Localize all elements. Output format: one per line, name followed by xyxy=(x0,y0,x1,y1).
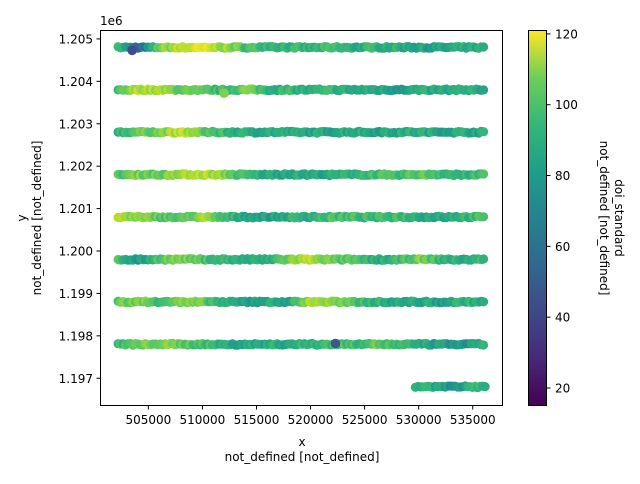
scatter-point-outlier xyxy=(330,338,341,349)
colorbar-sublabel: not_defined [not_defined] xyxy=(597,141,611,296)
scatter-point-outlier xyxy=(127,45,137,56)
colorbar-axis: 20 40 60 80 100 120 xyxy=(546,27,578,396)
scatter-line-1 xyxy=(113,84,489,96)
scatter-point xyxy=(479,85,489,95)
colorbar-tick-label: 20 xyxy=(555,382,570,396)
x-axis-sublabel: not_defined [not_defined] xyxy=(225,450,380,464)
scatter-line-2 xyxy=(113,126,489,138)
x-tick-label: 515000 xyxy=(234,413,280,427)
colorbar xyxy=(528,30,547,406)
y-tick-label: 1.203 xyxy=(59,117,93,131)
y-tick-label: 1.205 xyxy=(59,32,93,46)
y-tick-label: 1.200 xyxy=(59,245,93,259)
y-tick-label: 1.202 xyxy=(59,160,93,174)
x-axis-label: x xyxy=(298,435,305,449)
y-axis-label: y xyxy=(15,214,29,221)
x-tick-label: 525000 xyxy=(342,413,388,427)
scatter-point xyxy=(479,127,489,137)
scatter-point-outlier xyxy=(219,88,229,99)
colorbar-tick-label: 80 xyxy=(555,169,570,183)
x-tick-label: 535000 xyxy=(450,413,496,427)
colorbar-tick-label: 60 xyxy=(555,240,570,254)
scatter-line-7 xyxy=(113,338,489,350)
scatter-point xyxy=(479,254,489,264)
y-tick-label: 1.197 xyxy=(59,372,93,386)
scatter-line-3 xyxy=(113,169,489,181)
x-axis: 505000 510000 515000 520000 525000 530000 5350… xyxy=(125,405,496,427)
scatter-point xyxy=(479,297,489,307)
y-axis-sublabel: not_defined [not_defined] xyxy=(30,141,44,296)
scatter-line-8 xyxy=(410,381,490,393)
scatter-line-4 xyxy=(113,211,489,223)
scatter-point xyxy=(479,212,489,222)
colorbar-label: doi_standard xyxy=(612,179,626,257)
y-tick-label: 1.199 xyxy=(59,287,93,301)
scatter-points xyxy=(113,42,490,393)
scatter-point xyxy=(479,340,489,350)
x-tick-label: 530000 xyxy=(396,413,442,427)
scatter-line-5 xyxy=(113,254,489,265)
x-tick-label: 510000 xyxy=(180,413,226,427)
y-tick-label: 1.201 xyxy=(59,202,93,216)
y-tick-label: 1.204 xyxy=(59,75,93,89)
plot-frame xyxy=(100,30,503,406)
y-axis: 1.197 1.198 1.199 1.200 1.201 1.202 1.203 1.204… xyxy=(59,32,101,386)
colorbar-tick-label: 100 xyxy=(555,98,578,112)
scatter-line-0 xyxy=(113,42,489,53)
x-tick-label: 505000 xyxy=(125,413,171,427)
x-tick-label: 520000 xyxy=(288,413,334,427)
y-tick-label: 1.198 xyxy=(59,329,93,343)
scatter-line-6 xyxy=(113,296,489,308)
colorbar-tick-label: 40 xyxy=(555,311,570,325)
y-offset-label: 1e6 xyxy=(100,14,123,28)
colorbar-tick-label: 120 xyxy=(555,27,578,41)
scatter-point xyxy=(479,169,489,179)
scatter-point xyxy=(479,42,489,52)
scatter-point xyxy=(480,382,490,392)
